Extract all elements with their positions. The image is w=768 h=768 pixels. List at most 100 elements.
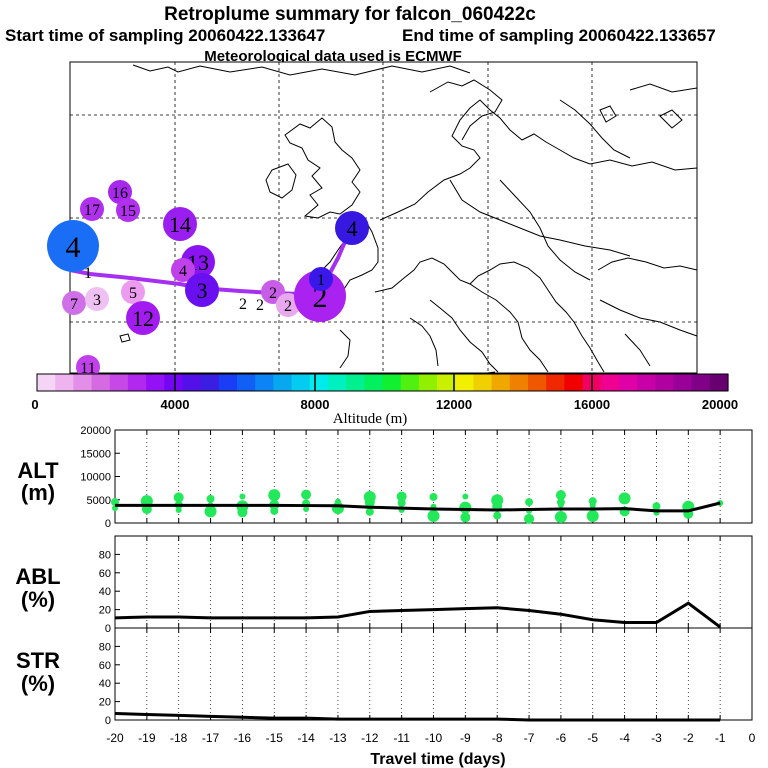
x-tick-label: -16 [234, 731, 252, 745]
colorbar-swatch [364, 374, 384, 391]
colorbar-swatch [37, 374, 56, 391]
colorbar-swatch [618, 374, 638, 391]
panel-frame [114, 627, 753, 721]
cluster-label: 2 [256, 297, 264, 314]
x-tick-label: -6 [556, 731, 567, 745]
x-tick-label: -14 [297, 731, 315, 745]
cluster-marker: 4 [335, 211, 369, 245]
x-tick-label: -18 [170, 731, 188, 745]
colorbar-tick-20000: 20000 [702, 397, 738, 412]
colorbar-swatch [473, 374, 493, 391]
cluster-label: 1 [84, 265, 92, 282]
y-tick-label: 20000 [80, 425, 111, 437]
timeseries-panels: 0 5000 10000 15000 20000 0 20 40 60 80 0 20 40 60 80 -2… [80, 425, 755, 745]
panel-frame [114, 535, 753, 629]
colorbar-swatch [182, 374, 202, 391]
y-tick-label: 0 [105, 623, 111, 635]
x-tick-label: -12 [361, 731, 379, 745]
altitude-cluster-point [460, 512, 471, 523]
altitude-cluster-point [556, 498, 565, 507]
cluster-marker: 16 [108, 180, 132, 204]
y-tick-label: 10000 [80, 472, 111, 484]
x-tick-label: -7 [524, 731, 535, 745]
colorbar-tick-4000: 4000 [161, 397, 190, 412]
cluster-circle [126, 301, 160, 335]
cluster-marker: 3 [185, 273, 219, 307]
cluster-marker: 2 [276, 293, 300, 317]
colorbar-swatch [109, 374, 129, 391]
altitude-cluster-point [554, 510, 567, 523]
cluster-label: 2 [284, 298, 292, 315]
cluster-marker: 14 [163, 207, 197, 241]
colorbar-swatch [200, 374, 220, 391]
x-tick-label: -20 [106, 731, 124, 745]
cluster-circle [121, 280, 145, 304]
colorbar-swatch [509, 374, 529, 391]
colorbar-swatch [491, 374, 511, 391]
colorbar-swatch [146, 374, 165, 391]
cluster-circle [294, 270, 346, 322]
altitude-cluster-point [652, 502, 661, 511]
x-tick-label: -17 [202, 731, 220, 745]
x-tick-label: -9 [460, 731, 471, 745]
y-tick-label: 80 [99, 641, 111, 653]
colorbar-frame [36, 373, 729, 392]
colorbar-swatch [691, 374, 711, 391]
map-gridlines [70, 62, 697, 373]
colorbar-swatch [273, 374, 293, 391]
figure-title: Retroplume summary for falcon_060422c [164, 4, 536, 25]
cluster-label: 4 [179, 263, 187, 280]
cluster-label: 4 [347, 216, 358, 241]
x-tick-label: -5 [587, 731, 598, 745]
x-tick-label: -11 [393, 731, 410, 745]
cluster-circle [309, 267, 333, 291]
colorbar-swatch [527, 374, 547, 391]
colorbar-swatch [309, 374, 329, 391]
colorbar-swatch [291, 374, 311, 391]
colorbar-swatch [564, 374, 584, 391]
altitude-cluster-point [427, 510, 440, 523]
cluster-label: 4 [66, 231, 81, 264]
colorbar-swatch [164, 374, 184, 391]
abl-panel-ylabel: ABL [15, 564, 60, 589]
cluster-marker: 17 [80, 197, 104, 221]
altitude-cluster-point [334, 498, 341, 505]
colorbar-swatch [709, 374, 729, 391]
cluster-marker: 11 [76, 355, 100, 379]
colorbar-label: Altitude (m) [333, 411, 408, 427]
cluster-marker: 4 [171, 258, 195, 282]
y-tick-label: 5000 [87, 495, 111, 507]
cluster-label: 2 [269, 285, 277, 302]
altitude-colorbar [36, 373, 729, 392]
altitude-cluster-point [268, 489, 281, 502]
altitude-cluster-point [429, 492, 438, 501]
cluster-circle [80, 197, 104, 221]
cluster-marker: 2 [239, 296, 247, 313]
colorbar-swatch [55, 374, 74, 391]
colorbar-swatch [655, 374, 675, 391]
colorbar-tick-0: 0 [31, 397, 38, 412]
cluster-circle [116, 198, 140, 222]
end-time-label: End time of sampling 20060422.133657 [402, 26, 716, 45]
colorbar-swatch [637, 374, 656, 391]
cluster-marker: 12 [126, 301, 160, 335]
cluster-marker: 15 [116, 198, 140, 222]
colorbar-swatch [600, 374, 620, 391]
cluster-marker: 5 [121, 280, 145, 304]
colorbar-swatch [127, 374, 147, 391]
altitude-cluster-point [459, 501, 472, 514]
y-tick-label: 40 [99, 586, 111, 598]
colorbar-swatch [400, 374, 420, 391]
colorbar-swatch [346, 374, 365, 391]
altitude-cluster-point [303, 506, 310, 513]
altitude-cluster-point [365, 507, 374, 516]
colorbar-tick-12000: 12000 [436, 397, 472, 412]
altitude-cluster-point [204, 505, 217, 518]
cluster-circle [276, 293, 300, 317]
altitude-cluster-point [396, 491, 407, 502]
colorbar-swatch [255, 374, 274, 391]
cluster-label: 11 [80, 360, 95, 377]
cluster-circle [171, 258, 195, 282]
